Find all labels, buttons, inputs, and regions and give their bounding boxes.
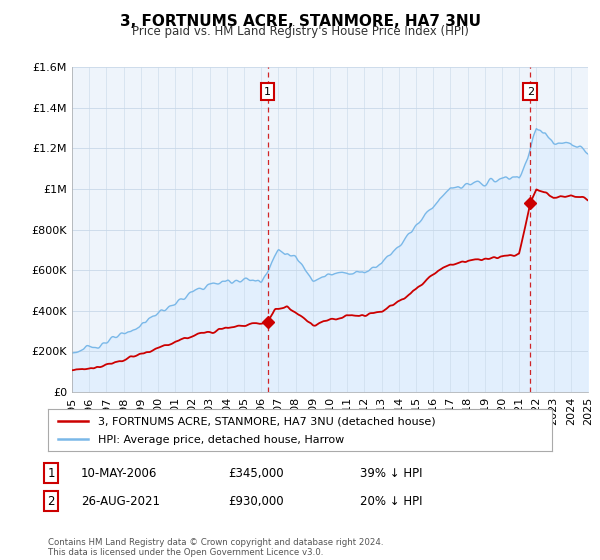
Text: 3, FORTNUMS ACRE, STANMORE, HA7 3NU: 3, FORTNUMS ACRE, STANMORE, HA7 3NU [119, 14, 481, 29]
Text: 3, FORTNUMS ACRE, STANMORE, HA7 3NU (detached house): 3, FORTNUMS ACRE, STANMORE, HA7 3NU (det… [98, 417, 436, 426]
Text: 26-AUG-2021: 26-AUG-2021 [81, 494, 160, 508]
Text: £930,000: £930,000 [228, 494, 284, 508]
Text: 1: 1 [47, 466, 55, 480]
Text: £345,000: £345,000 [228, 466, 284, 480]
Text: Price paid vs. HM Land Registry's House Price Index (HPI): Price paid vs. HM Land Registry's House … [131, 25, 469, 38]
Text: 39% ↓ HPI: 39% ↓ HPI [360, 466, 422, 480]
Text: 20% ↓ HPI: 20% ↓ HPI [360, 494, 422, 508]
Text: 1: 1 [264, 87, 271, 96]
Text: 2: 2 [527, 87, 534, 96]
Text: HPI: Average price, detached house, Harrow: HPI: Average price, detached house, Harr… [98, 435, 344, 445]
Text: 2: 2 [47, 494, 55, 508]
Text: Contains HM Land Registry data © Crown copyright and database right 2024.
This d: Contains HM Land Registry data © Crown c… [48, 538, 383, 557]
Text: 10-MAY-2006: 10-MAY-2006 [81, 466, 157, 480]
